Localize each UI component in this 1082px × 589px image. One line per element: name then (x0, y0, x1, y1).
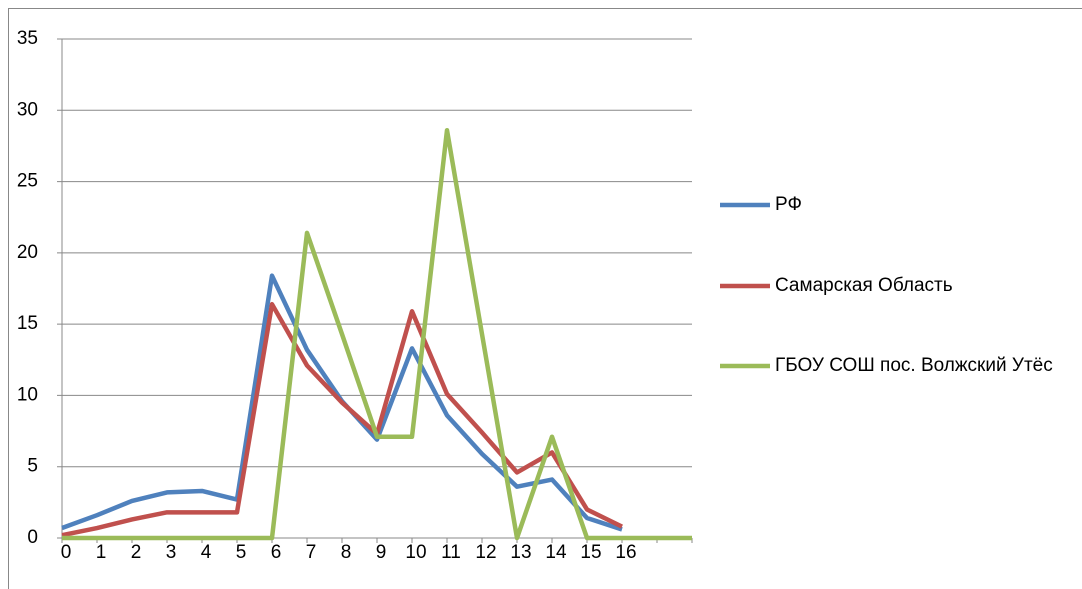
y-tick-label: 20 (17, 242, 38, 263)
y-tick-label: 25 (17, 171, 38, 192)
legend-label: Самарская Область (775, 275, 953, 296)
x-tick-label: 8 (341, 542, 352, 563)
legend-label: ГБОУ СОШ пос. Волжский Утёс (775, 355, 1053, 376)
x-tick-label: 15 (580, 542, 601, 563)
y-tick-label: 0 (27, 527, 38, 548)
x-tick-label: 11 (441, 542, 461, 563)
x-tick-label: 6 (271, 542, 282, 563)
x-tick-label: 1 (96, 542, 107, 563)
y-tick-label: 30 (17, 99, 38, 120)
y-tick-label: 10 (17, 384, 38, 405)
chart-frame (8, 8, 1082, 589)
x-tick-label: 16 (615, 542, 636, 563)
y-tick-label: 15 (17, 313, 38, 334)
x-tick-label: 0 (61, 542, 72, 563)
x-tick-label: 7 (306, 542, 317, 563)
series-line (62, 127, 692, 541)
x-tick-label: 12 (475, 542, 496, 563)
x-tick-label: 5 (236, 542, 247, 563)
y-tick-label: 5 (27, 456, 38, 477)
x-tick-label: 4 (201, 542, 212, 563)
x-tick-label: 9 (376, 542, 387, 563)
x-tick-label: 10 (405, 542, 426, 563)
series-line (61, 301, 623, 538)
x-tick-label: 14 (545, 542, 567, 563)
y-tick-label: 35 (17, 28, 38, 49)
x-tick-label: 3 (166, 542, 177, 563)
legend-label: РФ (775, 194, 802, 215)
x-tick-label: 2 (131, 542, 142, 563)
x-tick-label: 13 (510, 542, 531, 563)
